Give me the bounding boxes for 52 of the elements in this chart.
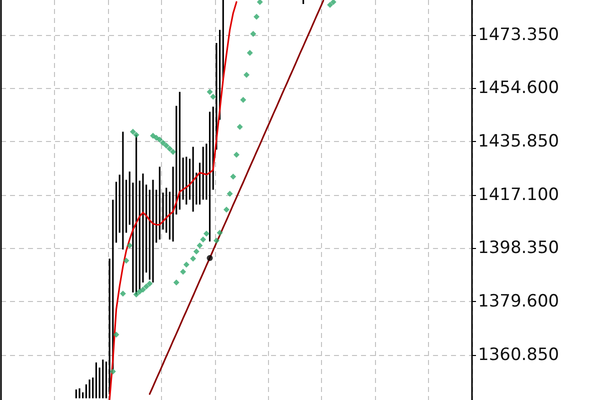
point: [213, 238, 220, 244]
point: [126, 242, 133, 249]
point: [150, 132, 156, 139]
line-series: [108, 1, 238, 400]
point: [216, 230, 223, 236]
point: [236, 124, 243, 130]
y-tick-label: 1398.350: [478, 238, 560, 258]
point: [113, 332, 120, 338]
point: [163, 142, 170, 149]
y-tick-label: 1360.850: [478, 344, 560, 365]
point: [240, 96, 246, 103]
point: [156, 136, 163, 143]
y-tick-label: 1417.100: [478, 184, 560, 205]
y-tick-label: 1454.600: [478, 78, 560, 98]
point: [230, 174, 236, 180]
point: [246, 50, 253, 56]
line-series: [148, 0, 324, 395]
point: [110, 368, 116, 375]
point: [146, 280, 153, 287]
y-tick-label: 1435.850: [478, 132, 560, 152]
point: [173, 280, 180, 286]
point: [166, 146, 173, 152]
point: [193, 248, 200, 254]
point: [183, 262, 190, 268]
point: [143, 283, 150, 290]
point: [123, 258, 130, 264]
y-tick-label: 1473.350: [478, 24, 560, 45]
point: [223, 206, 230, 213]
point: [250, 30, 256, 37]
point: [130, 128, 136, 135]
point: [120, 290, 126, 297]
point: [226, 190, 233, 197]
point: [210, 94, 216, 100]
point: [244, 72, 250, 78]
point: [190, 256, 196, 262]
point: [170, 148, 176, 155]
point: [206, 88, 213, 95]
point: [234, 152, 240, 158]
point: [327, 2, 334, 8]
point: [330, 0, 336, 5]
point: [133, 132, 140, 138]
point: [206, 255, 213, 262]
point: [254, 14, 260, 20]
point: [203, 230, 210, 237]
y-tick-label: 1379.600: [478, 292, 560, 312]
point: [140, 286, 146, 293]
point: [200, 236, 206, 243]
point: [256, 0, 263, 5]
point: [196, 242, 203, 249]
point: [160, 140, 166, 146]
point: [133, 291, 140, 298]
point: [180, 268, 186, 275]
